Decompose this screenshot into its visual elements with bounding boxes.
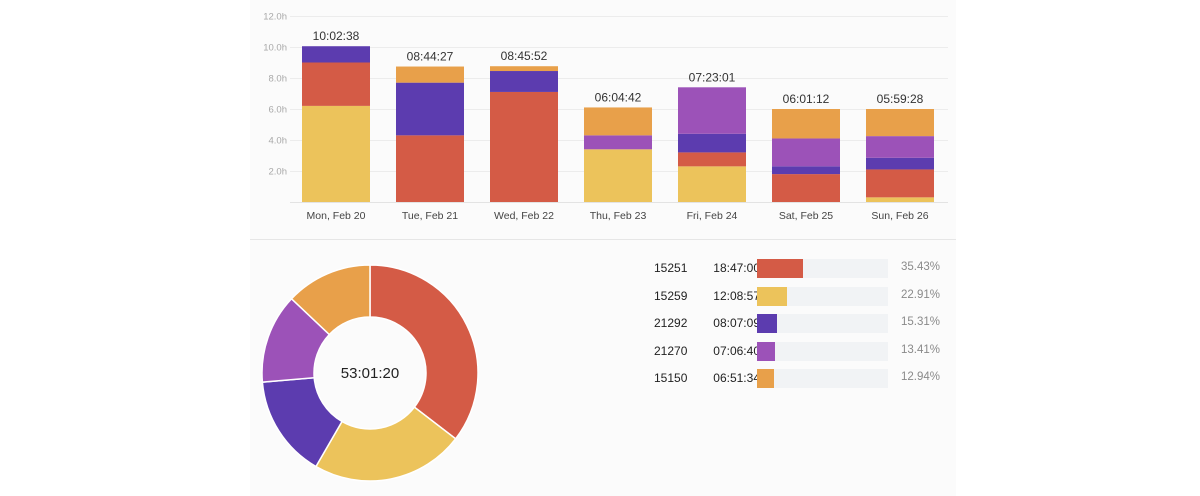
share-bar-track	[757, 286, 888, 306]
project-id: 15259	[654, 288, 688, 303]
share-bar-track	[757, 341, 888, 361]
bar-segment-21292[interactable]	[772, 166, 840, 175]
x-axis-tick-label: Wed, Feb 22	[494, 210, 554, 222]
bar-total-label: 10:02:38	[313, 29, 360, 43]
bar-total-label: 08:45:52	[501, 49, 548, 63]
share-bar-track	[757, 369, 888, 388]
project-id: 15150	[654, 371, 688, 385]
breakdown-row[interactable]: 15150 06:51:34 12.94%	[640, 367, 960, 395]
project-breakdown-table: 15251 18:47:00 35.43% 15259 12:08:57 22.91% 21…	[640, 257, 960, 395]
y-axis-tick-label: 12.0h	[263, 12, 287, 23]
time-share-donut-chart: 53:01:20	[261, 264, 479, 482]
share-percent: 22.91%	[900, 288, 940, 301]
breakdown-row[interactable]: 21292 08:07:09 15.31%	[640, 312, 960, 340]
bar-segment-15251[interactable]	[866, 169, 934, 198]
bar-segment-21292[interactable]	[866, 157, 934, 170]
bar-segment-15259[interactable]	[678, 166, 746, 202]
x-axis-tick-label: Tue, Feb 21	[402, 210, 458, 222]
bar-segment-15150[interactable]	[772, 109, 840, 139]
bar-segment-21292[interactable]	[302, 46, 370, 63]
share-percent: 12.94%	[900, 371, 940, 383]
bar-segment-15150[interactable]	[584, 107, 652, 136]
bar-total-label: 06:04:42	[595, 90, 642, 104]
project-time: 06:51:34	[713, 371, 760, 385]
y-axis-tick-label: 4.0h	[269, 136, 288, 147]
bar-segment-15251[interactable]	[396, 135, 464, 202]
project-time: 18:47:00	[713, 261, 760, 275]
bar-total-label: 05:59:28	[877, 92, 924, 106]
y-axis-tick-label: 2.0h	[269, 167, 288, 178]
bar-segment-21292[interactable]	[490, 71, 558, 92]
project-id: 15251	[654, 261, 688, 275]
y-axis-tick-label: 6.0h	[269, 105, 288, 116]
bar-total-label: 06:01:12	[783, 92, 830, 106]
share-percent: 35.43%	[900, 261, 940, 273]
project-id: 21270	[654, 343, 688, 358]
x-axis-tick-label: Fri, Feb 24	[687, 210, 738, 222]
share-percent: 13.41%	[900, 343, 940, 356]
share-bar-track	[757, 314, 888, 333]
x-axis-tick-label: Sun, Feb 26	[871, 210, 928, 222]
share-percent: 15.31%	[900, 316, 940, 328]
breakdown-row[interactable]: 15251 18:47:00 35.43%	[640, 257, 960, 285]
section-divider	[250, 239, 956, 240]
breakdown-row[interactable]: 21270 07:06:40 13.41%	[640, 340, 960, 368]
bar-segment-15251[interactable]	[490, 91, 558, 202]
project-time: 08:07:09	[713, 316, 760, 330]
bar-segment-21270[interactable]	[772, 138, 840, 167]
x-axis-tick-label: Mon, Feb 20	[307, 210, 366, 222]
share-bar-fill	[757, 314, 778, 333]
donut-center-total: 53:01:20	[341, 365, 399, 382]
donut-slice-15251[interactable]	[369, 264, 479, 440]
project-id: 21292	[654, 316, 688, 330]
breakdown-row[interactable]: 15259 12:08:57 22.91%	[640, 285, 960, 313]
project-time: 07:06:40	[713, 343, 760, 358]
bar-segment-21270[interactable]	[678, 87, 746, 134]
bar-segment-15259[interactable]	[866, 197, 934, 202]
bar-segment-15251[interactable]	[772, 174, 840, 202]
bar-segment-15251[interactable]	[678, 152, 746, 167]
bar-segment-15259[interactable]	[302, 105, 370, 202]
bar-total-label: 08:44:27	[407, 50, 454, 64]
bar-segment-15150[interactable]	[396, 66, 464, 83]
daily-stacked-bar-chart: 2.0h 4.0h 6.0h 8.0h 10.0h 12.0h 10:02:38 08:44…	[263, 12, 948, 222]
x-axis-tick-label: Thu, Feb 23	[590, 210, 647, 222]
x-axis-tick-label: Sat, Feb 25	[779, 210, 833, 222]
share-bar-fill	[757, 369, 774, 388]
bar-segment-15150[interactable]	[866, 109, 934, 137]
share-bar-fill	[757, 259, 804, 278]
bar-segment-21270[interactable]	[584, 135, 652, 150]
bar-segment-15150[interactable]	[490, 66, 558, 72]
bar-segment-21270[interactable]	[866, 136, 934, 158]
share-bar-track	[757, 259, 888, 278]
share-bar-fill	[757, 286, 787, 306]
project-time: 12:08:57	[713, 288, 760, 303]
bar-total-label: 07:23:01	[689, 70, 736, 84]
donut-slice-15259[interactable]	[314, 406, 457, 482]
bar-segment-21292[interactable]	[678, 133, 746, 153]
y-axis-tick-label: 10.0h	[263, 43, 287, 54]
donut-slice-15150[interactable]	[290, 264, 371, 336]
share-bar-fill	[757, 341, 775, 361]
bar-segment-21292[interactable]	[396, 82, 464, 136]
bar-segment-15251[interactable]	[302, 62, 370, 106]
bar-segment-15259[interactable]	[584, 149, 652, 202]
y-axis-tick-label: 8.0h	[269, 74, 288, 85]
